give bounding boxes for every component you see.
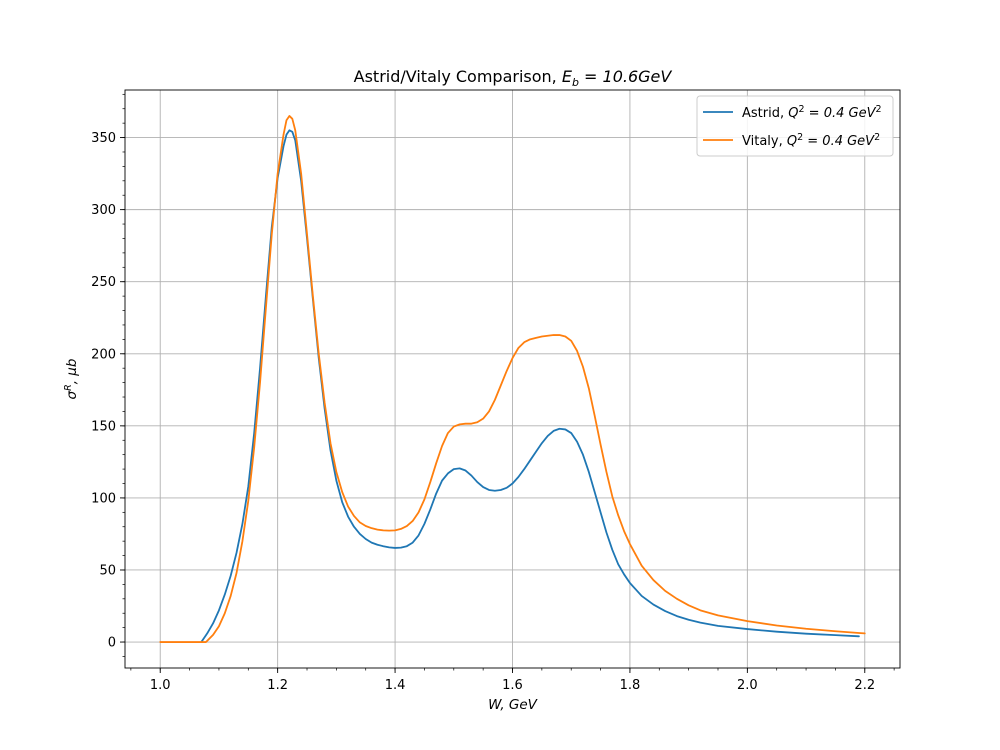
y-tick-label: 50 xyxy=(99,563,116,578)
x-axis-title: W, GeV xyxy=(488,697,539,713)
y-tick-label: 350 xyxy=(91,131,116,146)
y-tick-label: 200 xyxy=(91,347,116,362)
y-tick-label: 250 xyxy=(91,275,116,290)
x-tick-label: 2.0 xyxy=(737,678,758,693)
y-axis: 0 50 100 150 200 250 300 350 xyxy=(91,93,125,657)
series-line-astrid xyxy=(200,129,860,643)
y-tick-label: 150 xyxy=(91,419,116,434)
plot-series xyxy=(159,115,866,643)
y-tick-label: 0 xyxy=(108,636,116,651)
grid-lines xyxy=(125,90,900,668)
x-tick-label: 1.0 xyxy=(150,678,171,693)
x-tick-label: 1.2 xyxy=(267,678,288,693)
x-tick-label: 1.6 xyxy=(502,678,523,693)
x-tick-label: 1.8 xyxy=(620,678,641,693)
legend-label: Astrid, Q2 = 0.4 GeV2 xyxy=(742,104,882,121)
x-tick-label: 1.4 xyxy=(385,678,406,693)
x-tick-label: 2.2 xyxy=(854,678,875,693)
legend-box xyxy=(696,95,894,157)
legend-label: Vitaly, Q2 = 0.4 GeV2 xyxy=(742,132,880,149)
x-axis: 1.0 1.2 1.4 1.6 1.8 2.0 2.2 xyxy=(130,668,895,693)
chart-title: Astrid/Vitaly Comparison, Eb = 10.6GeV xyxy=(354,67,673,89)
y-tick-label: 300 xyxy=(91,203,116,218)
y-tick-label: 100 xyxy=(91,491,116,506)
series-line-vitaly xyxy=(159,115,866,643)
y-axis-title: σR, μb xyxy=(63,359,80,400)
legend: Astrid, Q2 = 0.4 GeV2 Vitaly, Q2 = 0.4 Ge… xyxy=(696,95,894,157)
